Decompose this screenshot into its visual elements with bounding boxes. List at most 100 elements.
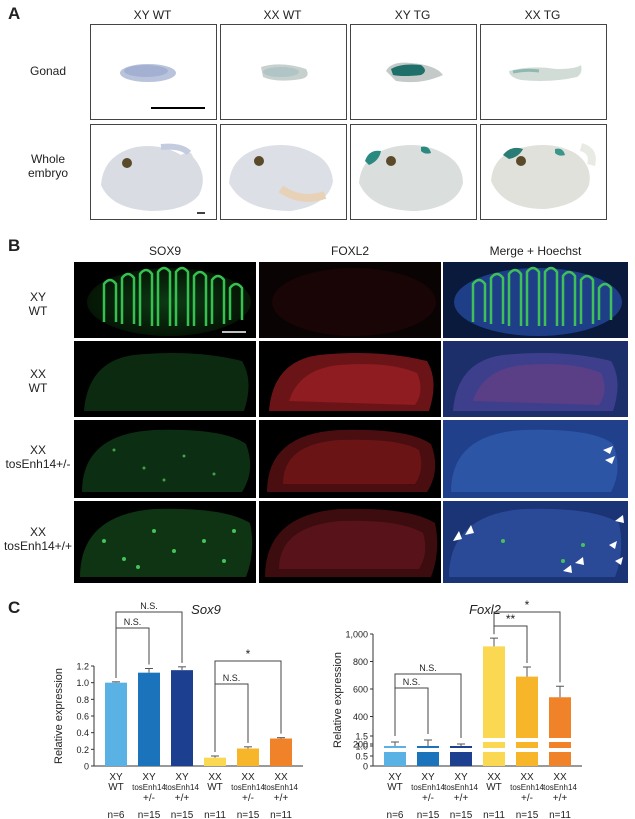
bar: [204, 757, 226, 766]
y-tick-label: 0.2: [76, 745, 89, 755]
x-tick-label: XX: [241, 772, 255, 783]
gonad-image-xx-wt: [220, 24, 347, 120]
x-tick-label: +/+: [175, 793, 190, 804]
gonad-image-xy-tg: [350, 24, 477, 120]
sox9-chart: Sox9 Relative expression 0 0.2 0.4 0.6 0.8 1.0 1…: [53, 601, 303, 818]
panel-b-col-foxl2: FOXL2: [330, 244, 369, 258]
x-tick-label: +/+: [553, 793, 568, 804]
bar: [138, 672, 160, 766]
sample-size-label: n=15: [417, 810, 440, 818]
chart-title: Sox9: [191, 602, 221, 617]
panel-a-col-1: XY WT: [133, 8, 172, 22]
bar: [105, 682, 127, 766]
significance-bracket: [394, 687, 429, 736]
axis-break-mark: [482, 738, 506, 742]
x-tick-label: +/-: [422, 793, 434, 804]
axis-break-mark: [449, 748, 473, 752]
axis-break-mark: [548, 738, 572, 742]
bar: [516, 676, 538, 766]
significance-label: *: [525, 598, 530, 612]
x-tick-label: XY: [454, 772, 468, 783]
panel-a-col-2: XX WT: [263, 8, 302, 22]
x-tick-label: WT: [387, 782, 403, 793]
axis-break-mark: [482, 748, 506, 752]
x-tick-label: +/+: [454, 793, 469, 804]
y-tick-label: 0: [84, 762, 89, 772]
significance-label: N.S.: [124, 617, 142, 627]
micro-hom-merge: [443, 501, 628, 583]
y-tick-label: 400: [353, 712, 368, 722]
x-tick-label: tosEnh14: [132, 783, 166, 792]
sample-size-label: n=11: [483, 810, 505, 818]
embryo-image-xy-wt: [90, 124, 217, 220]
sample-size-label: n=15: [450, 810, 473, 818]
x-tick-label: +/+: [274, 793, 289, 804]
gonad-image-xy-wt: [90, 24, 217, 120]
y-tick-label: 1.2: [76, 662, 89, 672]
significance-bracket: [115, 611, 183, 678]
y-tick-label: 1.5: [355, 732, 368, 742]
sample-size-label: n=15: [237, 810, 260, 818]
panel-a-col-4: XX TG: [524, 8, 561, 22]
significance-label: N.S.: [223, 673, 241, 683]
x-tick-label: tosEnh14: [510, 783, 544, 792]
micro-xx-wt-foxl2: [259, 341, 441, 417]
micro-xy-wt-merge: [443, 262, 628, 338]
significance-label: N.S.: [419, 663, 437, 673]
panel-a-row-whole-embryo: Whole embryo: [27, 152, 68, 180]
micro-het-foxl2: [259, 420, 441, 498]
sample-size-label: n=11: [204, 810, 226, 818]
x-tick-label: XX: [274, 772, 288, 783]
micro-xx-wt-merge: [443, 341, 628, 417]
bar: [171, 670, 193, 766]
x-tick-label: XX: [487, 772, 501, 783]
significance-label: *: [246, 647, 251, 661]
x-tick-label: +/-: [143, 793, 155, 804]
significance-bracket: [493, 611, 561, 683]
bar: [549, 697, 571, 766]
sample-size-label: n=15: [138, 810, 161, 818]
y-tick-label: 800: [353, 657, 368, 667]
embryo-image-xy-tg: [350, 124, 477, 220]
y-tick-label: 0.8: [76, 695, 89, 705]
embryo-image-xx-wt: [220, 124, 347, 220]
x-tick-label: XX: [208, 772, 222, 783]
significance-bracket: [214, 660, 282, 752]
x-tick-label: WT: [207, 782, 223, 793]
y-axis-label: Relative expression: [332, 652, 344, 748]
x-tick-label: WT: [486, 782, 502, 793]
significance-bracket: [115, 627, 150, 678]
y-tick-label: 0.4: [76, 728, 89, 738]
bar: [237, 748, 259, 766]
panel-b-col-sox9: SOX9: [148, 244, 181, 258]
panel-b-row-4-label: XX tosEnh14+/+: [3, 525, 73, 553]
sample-size-label: n=6: [108, 810, 125, 818]
micro-hom-foxl2: [259, 501, 441, 583]
significance-bracket: [394, 673, 462, 738]
x-tick-label: XY: [421, 772, 435, 783]
bar: [483, 646, 505, 766]
axis-break-mark: [515, 738, 539, 742]
sample-size-label: n=15: [516, 810, 539, 818]
x-tick-label: XX: [553, 772, 567, 783]
sample-size-label: n=11: [270, 810, 292, 818]
axis-break-mark: [383, 748, 407, 752]
x-tick-label: XY: [142, 772, 156, 783]
y-tick-label: 0.5: [355, 752, 368, 762]
x-tick-label: XY: [388, 772, 402, 783]
axis-break-mark: [515, 748, 539, 752]
significance-label: N.S.: [140, 601, 158, 611]
gonad-image-xx-tg: [480, 24, 607, 120]
sample-size-label: n=6: [387, 810, 404, 818]
y-tick-label: 600: [353, 685, 368, 695]
axis-break-mark: [416, 748, 440, 752]
panel-b-row-2-label: XX WT: [28, 367, 48, 395]
x-tick-label: +/-: [242, 793, 254, 804]
x-tick-label: tosEnh14: [165, 783, 199, 792]
embryo-image-xx-tg: [480, 124, 607, 220]
axis-break-mark: [548, 748, 572, 752]
panel-b-col-merge: Merge + Hoechst: [489, 244, 582, 258]
x-tick-label: WT: [108, 782, 124, 793]
x-tick-label: tosEnh14: [231, 783, 265, 792]
micro-xy-wt-sox9: [74, 262, 256, 338]
